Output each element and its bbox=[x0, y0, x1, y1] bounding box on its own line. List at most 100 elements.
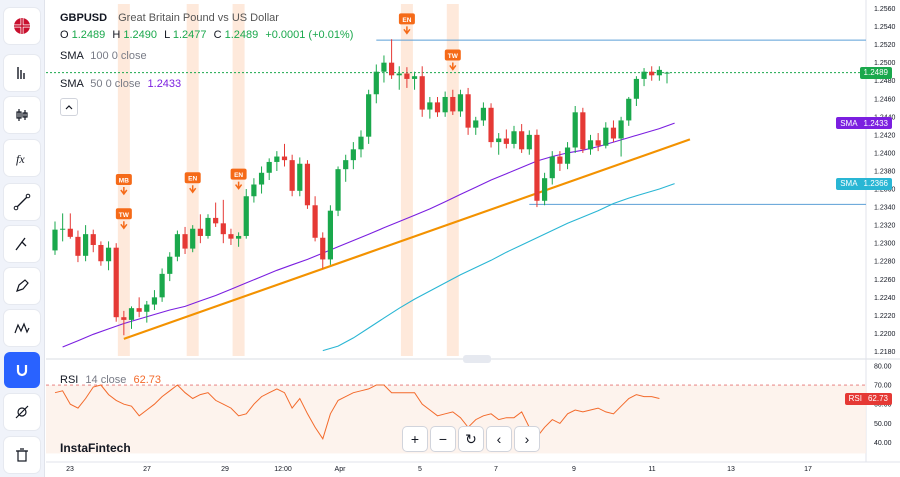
reset-button[interactable]: ↻ bbox=[459, 427, 483, 451]
candle-body bbox=[626, 98, 632, 121]
candle-body bbox=[411, 76, 418, 79]
sma50-value: 1.2433 bbox=[147, 78, 182, 90]
event-marker-label: MB bbox=[119, 178, 129, 185]
candle-body bbox=[564, 147, 571, 164]
price-tick-label: 1.2500 bbox=[874, 60, 896, 67]
candle-body bbox=[557, 156, 563, 164]
eye-off-tool-button[interactable] bbox=[4, 394, 40, 430]
sma50-legend[interactable]: SMA 50 0 close 1.2433 bbox=[60, 78, 181, 90]
pattern-tool-button[interactable] bbox=[4, 310, 40, 346]
candle-body bbox=[511, 131, 517, 144]
rsi-name: RSI bbox=[60, 374, 79, 386]
event-marker-badge[interactable] bbox=[115, 174, 132, 185]
price-tick-label: 1.2200 bbox=[874, 331, 896, 338]
candle-body bbox=[633, 78, 639, 99]
flag-tool-button[interactable] bbox=[4, 8, 40, 44]
pane-resize-handle[interactable] bbox=[463, 355, 491, 363]
candle-body bbox=[373, 71, 379, 95]
symbol-name[interactable]: GBPUSD bbox=[60, 12, 108, 24]
zoom-in-button[interactable]: + bbox=[403, 427, 427, 451]
candle-body bbox=[396, 73, 402, 76]
candle-body bbox=[496, 138, 502, 143]
rsi-legend[interactable]: RSI 14 close 62.73 bbox=[60, 374, 161, 386]
event-marker-label: TW bbox=[119, 212, 130, 219]
candle-body bbox=[75, 236, 81, 256]
candle-body bbox=[304, 163, 311, 206]
scroll-right-button[interactable]: › bbox=[515, 427, 539, 451]
candle-body bbox=[297, 163, 303, 191]
candle-body bbox=[52, 229, 58, 251]
time-tick-label: 23 bbox=[66, 466, 74, 473]
candle-body bbox=[228, 234, 234, 239]
candle-body bbox=[434, 102, 441, 113]
pen-tool-button[interactable] bbox=[4, 268, 40, 304]
event-marker-badge[interactable] bbox=[444, 49, 461, 61]
symbol-line: GBPUSD Great Britain Pound vs US Dollar bbox=[60, 12, 279, 24]
price-tick-label: 1.2520 bbox=[874, 42, 896, 49]
close-label: C bbox=[213, 29, 222, 41]
candle-body bbox=[258, 172, 265, 185]
candle-body bbox=[641, 71, 647, 79]
time-tick-label: 7 bbox=[494, 466, 498, 473]
symbol-description: Great Britain Pound vs US Dollar bbox=[118, 12, 279, 24]
sma100-legend[interactable]: SMA 100 0 close bbox=[60, 50, 147, 62]
brand-logo: InstaFintech bbox=[60, 441, 131, 455]
candle-body bbox=[98, 244, 104, 262]
fx-tool-button[interactable]: fx bbox=[4, 140, 40, 176]
svg-text:fx: fx bbox=[16, 152, 25, 166]
time-tick-label: 9 bbox=[572, 466, 576, 473]
event-marker-badge[interactable] bbox=[115, 208, 132, 220]
candle-body bbox=[519, 131, 525, 150]
rsi-value: 62.73 bbox=[133, 374, 161, 386]
cursor-tool-button[interactable] bbox=[4, 55, 40, 91]
trash-tool-button[interactable] bbox=[4, 437, 40, 473]
event-marker-badge[interactable] bbox=[230, 168, 247, 180]
candle-body bbox=[190, 228, 196, 249]
eye-off-icon bbox=[15, 405, 29, 419]
sma50-line bbox=[62, 122, 675, 348]
candle-body bbox=[480, 107, 486, 121]
arrow-down-icon bbox=[449, 62, 457, 71]
trend-line[interactable] bbox=[123, 138, 691, 340]
sma50-name: SMA bbox=[60, 78, 84, 90]
candle-body bbox=[503, 138, 509, 144]
candle-tool-button[interactable] bbox=[4, 97, 40, 133]
price-tick-label: 1.2400 bbox=[874, 150, 896, 157]
candle-body bbox=[442, 96, 448, 113]
magnet-tool-button[interactable] bbox=[4, 352, 40, 388]
collapse-legend-button[interactable] bbox=[60, 98, 78, 116]
candle-body bbox=[526, 134, 532, 150]
price-tick-label: 1.2340 bbox=[874, 205, 896, 212]
high-value: 1.2490 bbox=[123, 29, 158, 41]
arrow-down-icon bbox=[120, 221, 128, 230]
candle-body bbox=[404, 73, 410, 79]
rsi-badge-text: 62.73 bbox=[867, 394, 888, 404]
event-highlight-band bbox=[232, 4, 245, 356]
zoom-out-button[interactable]: − bbox=[431, 427, 455, 451]
event-marker-badge[interactable] bbox=[184, 172, 201, 184]
brush-tool-button[interactable] bbox=[4, 226, 40, 262]
scroll-left-button[interactable]: ‹ bbox=[487, 427, 511, 451]
candle-body bbox=[136, 308, 142, 312]
price-tick-label: 1.2540 bbox=[874, 24, 896, 31]
arrow-down-icon bbox=[120, 187, 128, 196]
candle-body bbox=[113, 247, 119, 318]
trend-line-tool-button[interactable] bbox=[4, 184, 40, 220]
rsi-badge-text: RSI bbox=[848, 394, 862, 404]
flag-icon bbox=[14, 18, 30, 34]
rsi-params: 14 close bbox=[85, 374, 127, 386]
candle-body bbox=[389, 62, 395, 76]
candle-body bbox=[580, 112, 586, 150]
sma100-name: SMA bbox=[60, 50, 84, 62]
candle-body bbox=[236, 235, 242, 239]
sma50-params: 50 0 close bbox=[90, 78, 141, 90]
pen-icon bbox=[16, 279, 29, 292]
candle-body bbox=[649, 71, 655, 76]
event-marker-badge[interactable] bbox=[398, 13, 415, 25]
brush-icon bbox=[15, 237, 27, 251]
sma100-badge-text: SMA bbox=[840, 179, 858, 189]
rsi-tick-label: 40.00 bbox=[874, 440, 892, 447]
time-tick-label: 5 bbox=[418, 466, 422, 473]
left-toolbar: fx bbox=[0, 0, 45, 477]
